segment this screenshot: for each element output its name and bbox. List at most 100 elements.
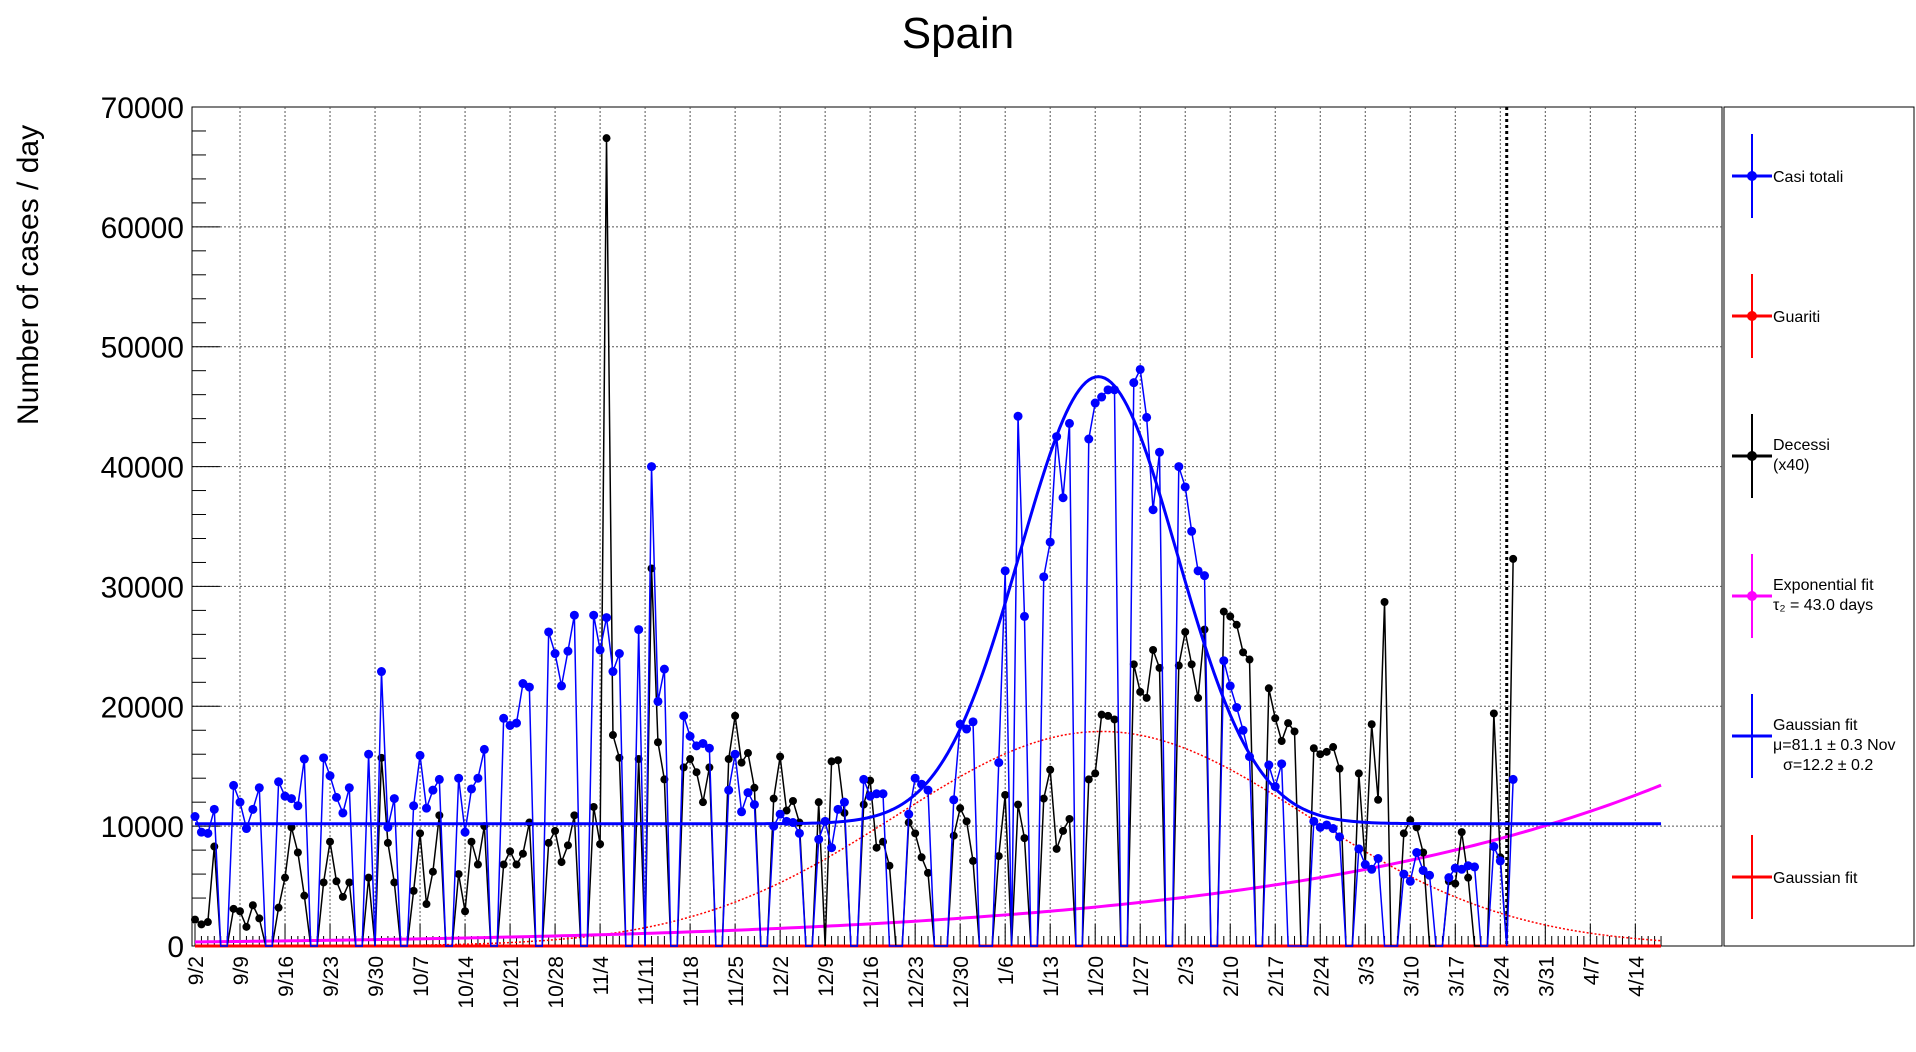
casi-totali-point xyxy=(1103,385,1113,395)
x-tick-label: 10/14 xyxy=(455,956,478,1009)
casi-totali-point xyxy=(602,613,612,623)
x-tick-label: 2/3 xyxy=(1175,956,1198,985)
decessi-point xyxy=(1399,829,1408,838)
decessi-point xyxy=(1509,554,1518,563)
decessi-point xyxy=(1136,687,1145,696)
casi-totali-point xyxy=(1200,571,1210,581)
decessi-point xyxy=(1412,823,1421,832)
decessi-point xyxy=(1354,769,1363,778)
casi-totali-point xyxy=(338,808,348,818)
casi-totali-point xyxy=(1058,493,1068,503)
casi-totali-point xyxy=(235,797,245,807)
decessi-point xyxy=(242,922,251,931)
y-tick-label: 20000 xyxy=(101,691,184,724)
casi-totali-point xyxy=(325,771,335,781)
casi-totali-point xyxy=(479,744,489,754)
decessi-point xyxy=(1001,790,1010,799)
x-tick-label: 11/4 xyxy=(590,956,613,996)
legend-sublabel: τ₂ = 43.0 days xyxy=(1773,597,1873,614)
decessi-point xyxy=(326,837,335,846)
casi-totali-point xyxy=(254,783,264,793)
x-tick-label: 12/30 xyxy=(950,956,973,1009)
casi-totali-point xyxy=(614,649,624,659)
casi-totali-point xyxy=(1174,462,1184,472)
legend-label: Decessi xyxy=(1773,437,1830,454)
decessi-point xyxy=(293,848,302,857)
decessi-point xyxy=(885,861,894,870)
casi-totali-point xyxy=(454,773,464,783)
casi-totali-point xyxy=(659,664,669,674)
x-tick-label: 11/11 xyxy=(635,956,658,1005)
decessi-point xyxy=(1322,747,1331,756)
casi-totali-point xyxy=(1039,572,1049,582)
decessi-point xyxy=(1104,711,1113,720)
casi-totali-point xyxy=(1135,364,1145,374)
decessi-point xyxy=(1046,765,1055,774)
legend-marker-point xyxy=(1747,171,1757,181)
decessi-point xyxy=(454,870,463,879)
casi-totali-point xyxy=(1180,482,1190,492)
casi-totali-point xyxy=(473,773,483,783)
casi-totali-point xyxy=(569,610,579,620)
decessi-point xyxy=(872,843,881,852)
decessi-point xyxy=(512,860,521,869)
x-tick-label: 2/24 xyxy=(1310,956,1333,997)
decessi-point xyxy=(1039,794,1048,803)
decessi-point xyxy=(473,860,482,869)
decessi-point xyxy=(557,858,566,867)
casi-totali-point xyxy=(524,682,534,692)
decessi-point xyxy=(1239,648,1248,657)
x-tick-label: 9/2 xyxy=(185,956,208,985)
decessi-point xyxy=(1200,625,1209,634)
decessi-point xyxy=(281,873,290,882)
decessi-point xyxy=(1245,655,1254,664)
casi-totali-point xyxy=(1399,869,1409,879)
casi-totali-point xyxy=(1373,854,1383,864)
decessi-point xyxy=(1014,800,1023,809)
casi-totali-point xyxy=(512,718,521,728)
casi-totali-point xyxy=(904,809,914,819)
casi-totali-point xyxy=(1193,566,1203,576)
legend-sublabel: (x40) xyxy=(1773,457,1809,474)
decessi-point xyxy=(1232,620,1241,629)
decessi-point xyxy=(602,134,611,143)
casi-totali-point xyxy=(293,801,303,811)
casi-totali-point xyxy=(833,804,843,814)
casi-totali-point xyxy=(1084,434,1094,444)
casi-totali-point xyxy=(1000,566,1010,576)
legend-label: Gaussian fit xyxy=(1773,870,1858,887)
casi-totali-point xyxy=(679,711,689,721)
x-tick-label: 9/30 xyxy=(365,956,388,997)
casi-totali-point xyxy=(794,828,804,838)
casi-totali-point xyxy=(685,731,695,741)
x-tick-label: 10/7 xyxy=(410,956,433,997)
casi-totali-point xyxy=(1219,656,1229,666)
casi-totali-point xyxy=(1489,842,1499,852)
decessi-point xyxy=(1129,660,1138,669)
casi-totali-point xyxy=(241,824,251,834)
decessi-point xyxy=(1084,775,1093,784)
casi-totali-point xyxy=(434,774,444,784)
decessi-point xyxy=(416,829,425,838)
decessi-point xyxy=(917,853,926,862)
decessi-point xyxy=(1367,720,1376,729)
x-tick-label: 1/13 xyxy=(1040,956,1063,997)
decessi-point xyxy=(1290,727,1299,736)
decessi-point xyxy=(197,920,206,929)
decessi-point xyxy=(1419,848,1428,857)
casi-totali-point xyxy=(1309,816,1319,826)
grid xyxy=(192,107,1722,946)
x-tick-label: 3/3 xyxy=(1355,956,1378,985)
casi-totali-point xyxy=(190,812,200,822)
casi-totali-point xyxy=(1367,864,1377,874)
casi-totali-point xyxy=(910,773,920,783)
casi-totali-point xyxy=(550,649,560,659)
casi-totali-point xyxy=(1148,505,1158,515)
casi-totali-point xyxy=(589,610,599,620)
casi-totali-point xyxy=(608,667,618,677)
casi-totali-point xyxy=(499,713,509,723)
decessi-point xyxy=(1219,607,1228,616)
decessi-point xyxy=(692,768,701,777)
decessi-point xyxy=(1264,684,1273,693)
casi-totali-point xyxy=(704,743,714,753)
